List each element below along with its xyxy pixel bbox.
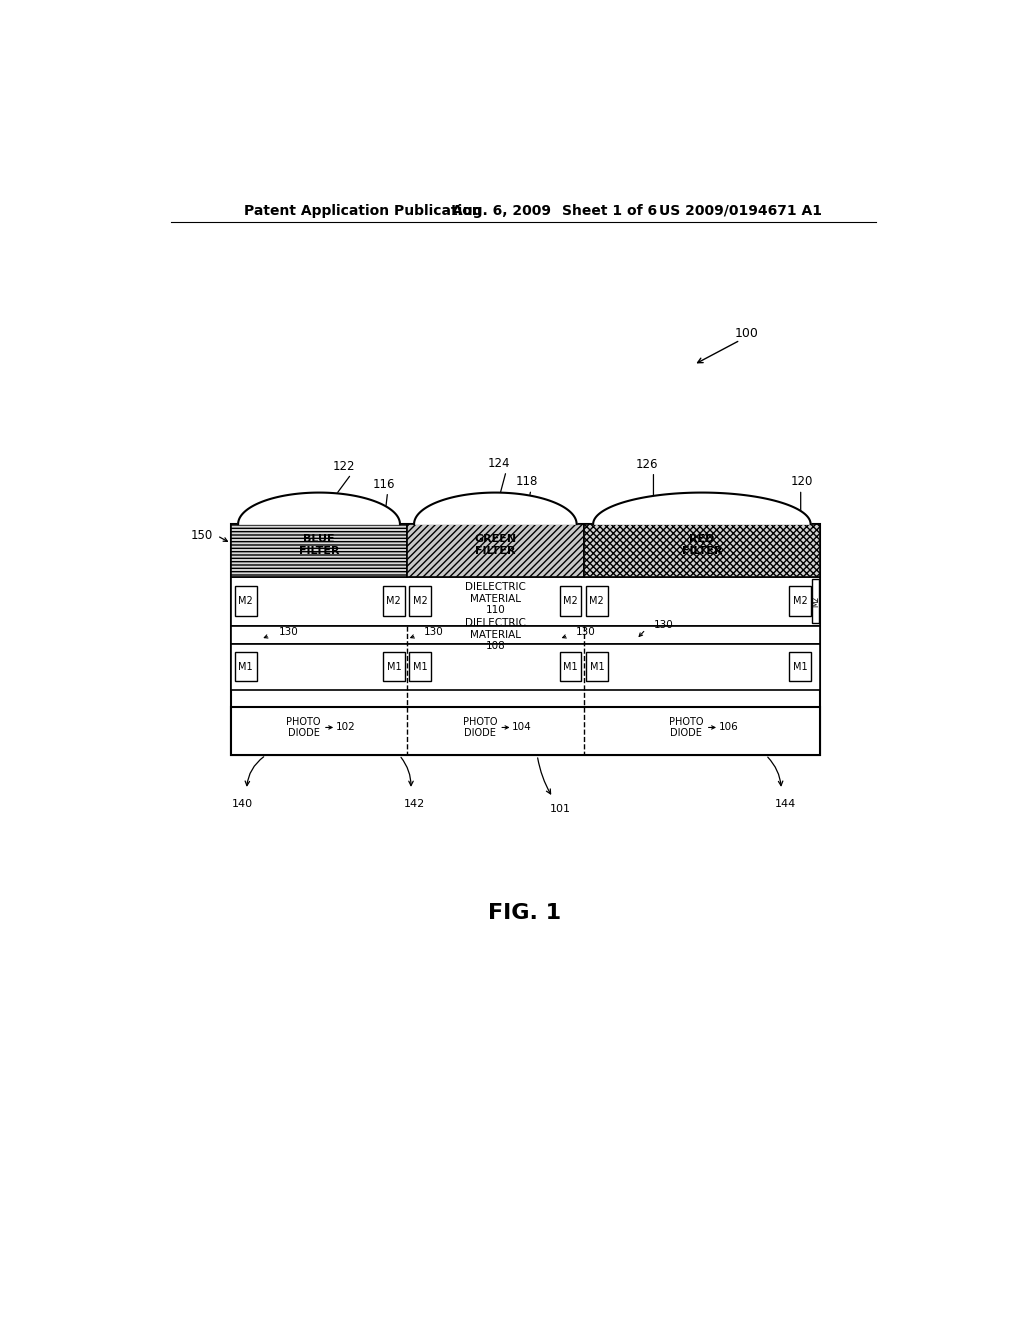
Bar bbox=[234, 586, 257, 616]
Polygon shape bbox=[414, 492, 577, 524]
Bar bbox=[410, 652, 431, 681]
Text: 101: 101 bbox=[550, 804, 571, 814]
Text: M1: M1 bbox=[793, 661, 807, 672]
Text: GREEN
FILTER: GREEN FILTER bbox=[474, 535, 516, 556]
Text: M1: M1 bbox=[239, 661, 253, 672]
Bar bbox=[407, 524, 584, 577]
Text: M2: M2 bbox=[239, 597, 253, 606]
Text: 102: 102 bbox=[336, 722, 355, 733]
Text: FIG. 1: FIG. 1 bbox=[488, 903, 561, 923]
Text: 130: 130 bbox=[424, 627, 443, 636]
Text: 130: 130 bbox=[280, 627, 299, 636]
Text: 140: 140 bbox=[232, 799, 253, 809]
Text: 104: 104 bbox=[512, 722, 531, 733]
Text: 116: 116 bbox=[373, 478, 395, 491]
Text: US 2009/0194671 A1: US 2009/0194671 A1 bbox=[658, 203, 822, 218]
Bar bbox=[234, 652, 257, 681]
Text: 100: 100 bbox=[734, 327, 759, 341]
Polygon shape bbox=[593, 492, 811, 524]
Text: M1: M1 bbox=[590, 661, 604, 672]
Bar bbox=[410, 586, 431, 616]
Text: PHOTO
DIODE: PHOTO DIODE bbox=[463, 717, 497, 738]
Text: 106: 106 bbox=[719, 722, 738, 733]
Text: PHOTO
DIODE: PHOTO DIODE bbox=[669, 717, 703, 738]
Text: DIELECTRIC
MATERIAL
110: DIELECTRIC MATERIAL 110 bbox=[465, 582, 525, 615]
Text: 118: 118 bbox=[516, 475, 539, 488]
Text: DIELECTRIC
MATERIAL
108: DIELECTRIC MATERIAL 108 bbox=[465, 618, 525, 651]
Bar bbox=[383, 586, 404, 616]
Bar bbox=[231, 708, 820, 755]
Text: 130: 130 bbox=[653, 620, 673, 630]
Text: 144: 144 bbox=[774, 799, 796, 809]
Bar bbox=[231, 524, 820, 755]
Text: M2: M2 bbox=[590, 597, 604, 606]
Text: U-LENS: U-LENS bbox=[476, 507, 514, 517]
Text: M2: M2 bbox=[413, 597, 428, 606]
Text: M1: M1 bbox=[386, 661, 401, 672]
Text: M2: M2 bbox=[386, 597, 401, 606]
Bar bbox=[231, 644, 820, 689]
Text: 120: 120 bbox=[792, 475, 813, 488]
Bar bbox=[790, 586, 811, 616]
Text: M2: M2 bbox=[563, 597, 578, 606]
Text: M2: M2 bbox=[811, 595, 820, 607]
Text: M2: M2 bbox=[793, 597, 807, 606]
Bar bbox=[231, 577, 820, 626]
Bar bbox=[560, 586, 582, 616]
Text: Aug. 6, 2009: Aug. 6, 2009 bbox=[452, 203, 551, 218]
Text: 126: 126 bbox=[636, 458, 658, 471]
Text: U-LENS: U-LENS bbox=[683, 507, 721, 517]
Bar bbox=[586, 586, 607, 616]
Bar bbox=[383, 652, 404, 681]
Bar bbox=[231, 524, 407, 577]
Text: 130: 130 bbox=[575, 627, 596, 636]
Text: U-LENS: U-LENS bbox=[300, 507, 338, 517]
Text: M1: M1 bbox=[413, 661, 427, 672]
Bar bbox=[231, 626, 820, 644]
Bar bbox=[584, 524, 820, 577]
Text: Sheet 1 of 6: Sheet 1 of 6 bbox=[562, 203, 657, 218]
Text: 122: 122 bbox=[332, 459, 354, 473]
Text: PHOTO
DIODE: PHOTO DIODE bbox=[287, 717, 321, 738]
Bar bbox=[586, 652, 607, 681]
Text: 150: 150 bbox=[190, 529, 213, 543]
Text: BLUE
FILTER: BLUE FILTER bbox=[299, 535, 339, 556]
Bar bbox=[812, 578, 818, 623]
Text: 124: 124 bbox=[487, 457, 510, 470]
Text: 142: 142 bbox=[404, 799, 425, 809]
Polygon shape bbox=[239, 492, 400, 524]
Text: RED
FILTER: RED FILTER bbox=[682, 535, 722, 556]
Text: M1: M1 bbox=[563, 661, 578, 672]
Bar bbox=[790, 652, 811, 681]
Bar bbox=[560, 652, 582, 681]
Text: Patent Application Publication: Patent Application Publication bbox=[245, 203, 482, 218]
